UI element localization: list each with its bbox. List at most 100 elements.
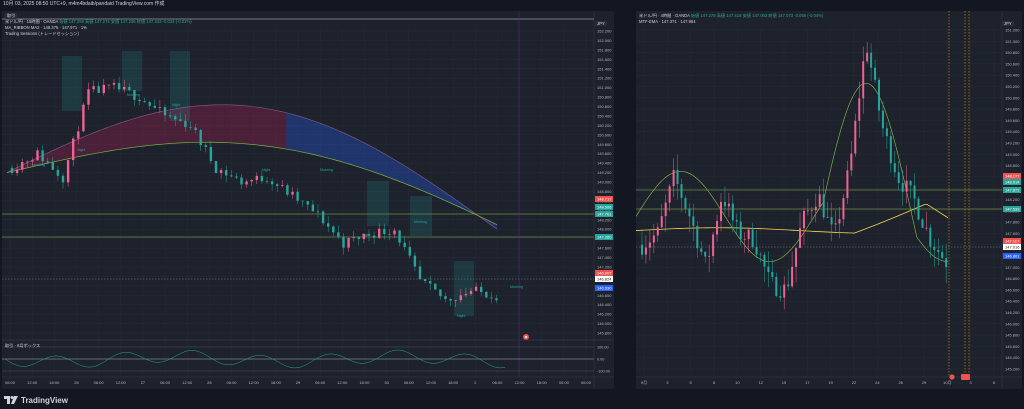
candle-body[interactable]	[393, 230, 396, 235]
candle-body[interactable]	[439, 289, 442, 297]
candle-body[interactable]	[945, 258, 948, 267]
candle-body[interactable]	[464, 293, 468, 296]
candle-body[interactable]	[219, 170, 223, 174]
candle-body[interactable]	[347, 238, 350, 248]
candle-body[interactable]	[209, 146, 213, 162]
candle-body[interactable]	[735, 220, 738, 222]
candle-body[interactable]	[680, 184, 683, 198]
candle-body[interactable]	[250, 180, 253, 182]
candle-body[interactable]	[866, 52, 869, 62]
chart-pane-15h[interactable]: 152.200 152.000 151.800 151.600 151.400 151.2…	[2, 11, 614, 389]
candle-body[interactable]	[337, 232, 340, 237]
candle-body[interactable]	[372, 235, 376, 238]
candle-body[interactable]	[46, 161, 49, 163]
candle-body[interactable]	[672, 169, 675, 187]
candle-body[interactable]	[720, 201, 722, 222]
indicator-trading-sessions[interactable]: Trading Sessions (トレードセッション)	[5, 31, 79, 36]
candlestick-chart-15h[interactable]: 152.200 152.000 151.800 151.600 151.400 151.2…	[2, 11, 614, 389]
price-label-tag[interactable]	[1003, 179, 1021, 185]
candle-body[interactable]	[265, 181, 269, 182]
candle-body[interactable]	[834, 223, 837, 225]
candle-body[interactable]	[755, 246, 758, 255]
price-label-tag[interactable]	[1003, 253, 1021, 259]
candle-body[interactable]	[676, 169, 679, 185]
candle-body[interactable]	[56, 169, 60, 176]
candle-body[interactable]	[814, 206, 817, 211]
candlestick-chart-4h[interactable]: 151.200 151.000 150.800 150.600 150.400 150.2…	[636, 11, 1022, 389]
candle-body[interactable]	[921, 219, 924, 228]
candle-body[interactable]	[858, 98, 861, 121]
tradingview-logo[interactable]: TradingView	[4, 395, 68, 405]
candle-body[interactable]	[168, 115, 172, 117]
candle-body[interactable]	[485, 291, 488, 298]
candle-body[interactable]	[688, 208, 691, 217]
candle-body[interactable]	[656, 227, 659, 236]
candle-body[interactable]	[286, 185, 289, 195]
candle-body[interactable]	[727, 203, 730, 207]
candle-body[interactable]	[199, 129, 202, 146]
candle-body[interactable]	[327, 223, 330, 227]
candle-body[interactable]	[775, 276, 778, 297]
candle-body[interactable]	[112, 82, 116, 85]
candle-body[interactable]	[184, 120, 187, 128]
candle-body[interactable]	[802, 210, 805, 229]
candle-body[interactable]	[449, 298, 452, 301]
signal-marker-icon[interactable]	[949, 374, 955, 380]
candle-body[interactable]	[61, 175, 65, 183]
candle-body[interactable]	[260, 175, 264, 182]
candle-body[interactable]	[862, 61, 865, 99]
candle-body[interactable]	[276, 184, 279, 186]
candle-body[interactable]	[158, 107, 162, 108]
candle-body[interactable]	[357, 237, 360, 240]
candle-body[interactable]	[459, 295, 462, 301]
currency-unit[interactable]: JPY	[595, 21, 607, 26]
candle-body[interactable]	[881, 110, 884, 129]
candle-body[interactable]	[281, 185, 284, 186]
candle-body[interactable]	[21, 161, 24, 170]
candle-body[interactable]	[153, 105, 156, 108]
candle-body[interactable]	[937, 249, 940, 253]
price-label-tag[interactable]	[595, 211, 613, 217]
candle-body[interactable]	[799, 228, 801, 248]
candle-body[interactable]	[31, 160, 34, 162]
candle-body[interactable]	[15, 169, 19, 174]
candle-body[interactable]	[26, 161, 29, 163]
candle-body[interactable]	[245, 181, 248, 185]
candle-body[interactable]	[332, 226, 335, 233]
candle-body[interactable]	[291, 191, 294, 195]
candle-body[interactable]	[826, 217, 829, 218]
candle-body[interactable]	[255, 175, 258, 181]
candle-body[interactable]	[10, 167, 14, 174]
candle-body[interactable]	[418, 266, 422, 280]
candle-body[interactable]	[66, 160, 70, 183]
candle-body[interactable]	[684, 197, 687, 209]
candle-body[interactable]	[474, 286, 478, 291]
candle-body[interactable]	[925, 227, 928, 229]
candle-body[interactable]	[791, 266, 794, 287]
candle-body[interactable]	[731, 203, 734, 221]
candle-body[interactable]	[51, 162, 54, 170]
candle-body[interactable]	[128, 86, 131, 91]
candle-body[interactable]	[692, 216, 695, 226]
candle-body[interactable]	[822, 194, 825, 218]
candle-body[interactable]	[270, 181, 274, 185]
price-label-tag[interactable]	[595, 285, 613, 291]
candle-body[interactable]	[759, 254, 762, 256]
candle-body[interactable]	[723, 201, 726, 207]
candle-body[interactable]	[133, 90, 136, 100]
price-label-tag[interactable]	[1003, 244, 1021, 250]
candle-body[interactable]	[743, 239, 746, 240]
candle-body[interactable]	[296, 191, 299, 201]
candle-body[interactable]	[897, 172, 900, 184]
candle-body[interactable]	[712, 234, 715, 257]
candle-body[interactable]	[739, 221, 742, 240]
candle-body[interactable]	[413, 255, 417, 267]
candle-body[interactable]	[783, 284, 786, 298]
candle-body[interactable]	[77, 131, 80, 139]
candle-body[interactable]	[72, 138, 75, 161]
candle-body[interactable]	[644, 247, 647, 255]
candle-body[interactable]	[917, 198, 920, 220]
candle-body[interactable]	[434, 283, 437, 290]
candle-body[interactable]	[163, 107, 167, 116]
candle-body[interactable]	[306, 201, 309, 205]
